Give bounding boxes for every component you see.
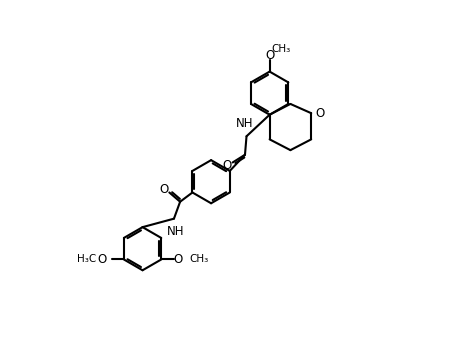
Text: NH: NH <box>167 225 184 238</box>
Text: O: O <box>265 49 274 62</box>
Text: CH₃: CH₃ <box>189 254 208 265</box>
Text: O: O <box>174 253 183 266</box>
Text: H₃C: H₃C <box>77 254 96 265</box>
Text: O: O <box>315 107 324 120</box>
Text: O: O <box>223 159 232 172</box>
Text: O: O <box>160 183 169 196</box>
Text: CH₃: CH₃ <box>271 44 290 53</box>
Text: O: O <box>98 253 107 266</box>
Text: NH: NH <box>236 117 254 130</box>
